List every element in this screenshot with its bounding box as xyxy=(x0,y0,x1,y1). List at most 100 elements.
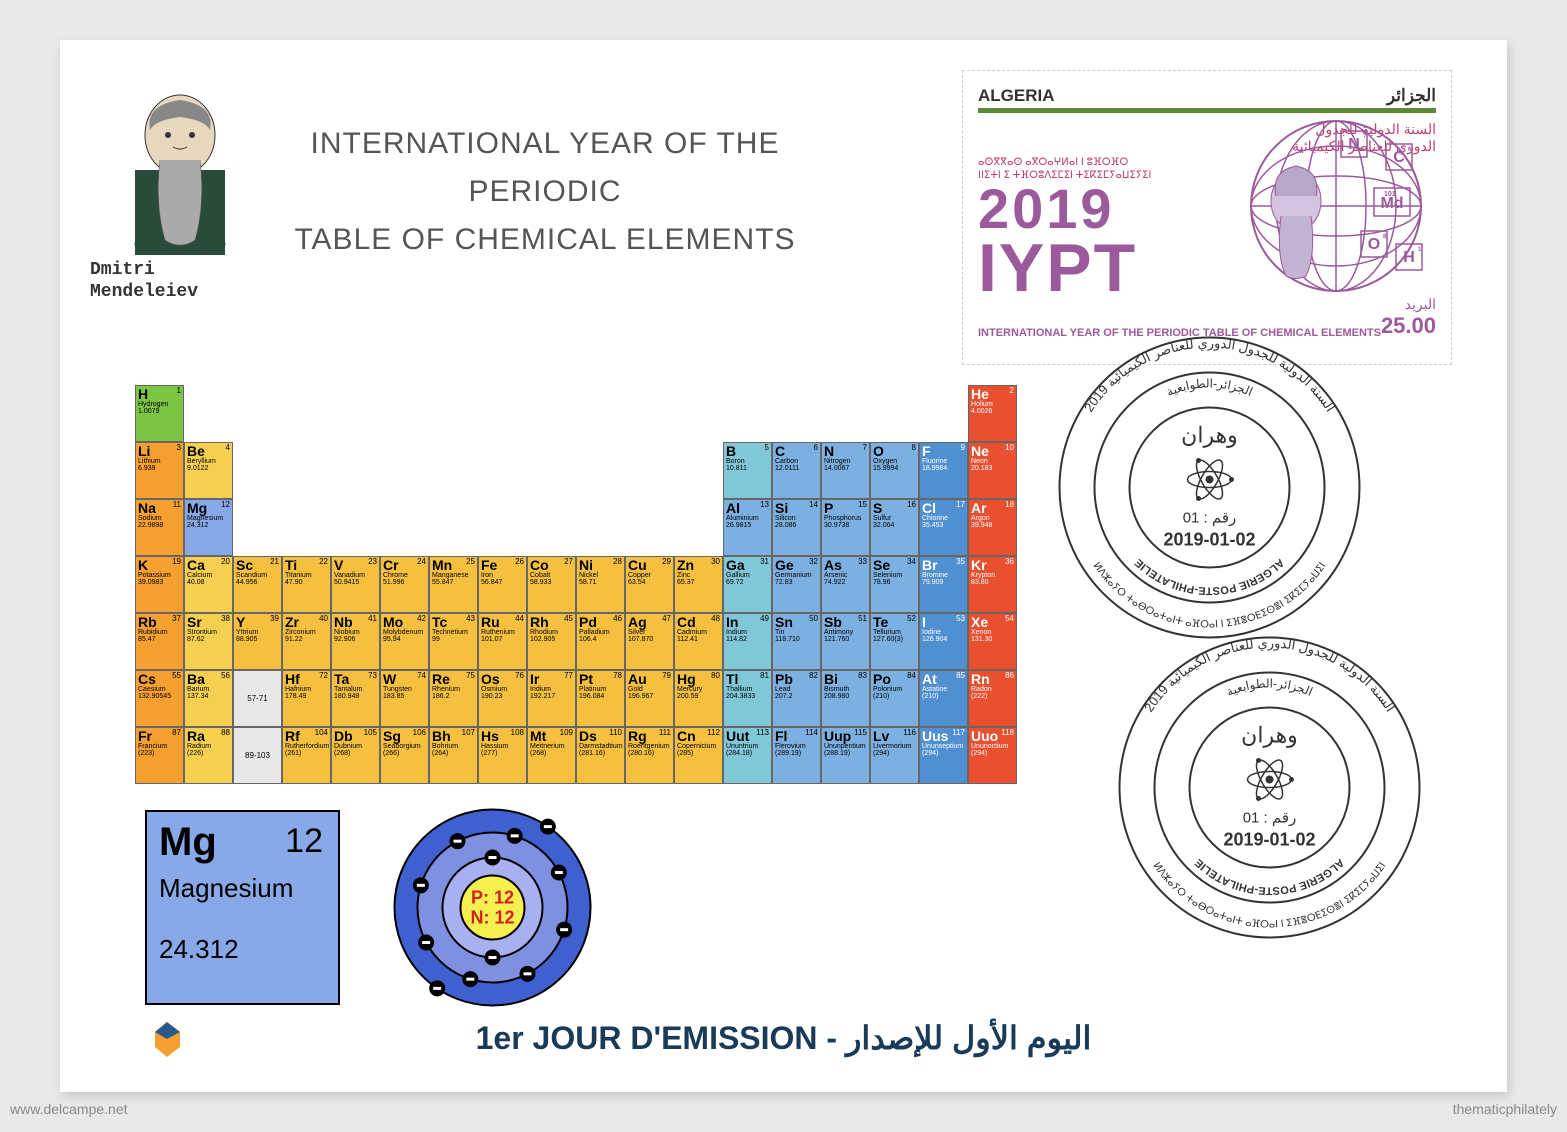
element-Uus: Uus117Ununseptium(294) xyxy=(919,727,968,784)
svg-text:ALGERIE POSTE-PHILATELIE: ALGERIE POSTE-PHILATELIE xyxy=(1133,556,1286,596)
svg-text:ALGERIE POSTE-PHILATELIE: ALGERIE POSTE-PHILATELIE xyxy=(1193,856,1346,896)
element-H: H1Hydrogen1.0079 xyxy=(135,385,184,442)
element-Cr: Cr24Chrome51.996 xyxy=(380,556,429,613)
element-Br: Br35Bromine79.909 xyxy=(919,556,968,613)
element-Ds: Ds110Darmstadtium(281.16) xyxy=(576,727,625,784)
svg-text:O: O xyxy=(1368,236,1380,253)
element-Re: Re75Rhenium186.2 xyxy=(429,670,478,727)
featured-element: Mg 12 Magnesium 24.312 xyxy=(145,810,340,1005)
element-Ge: Ge32Germanium72.83 xyxy=(772,556,821,613)
periodic-table: H1Hydrogen1.0079 He2Holium4.0026 Li3Lithiu… xyxy=(135,385,1017,784)
postmark-1: 2019 السنة الدولية للجدول الدوري للعناصر… xyxy=(1052,330,1367,645)
element-Cu: Cu29Copper63.54 xyxy=(625,556,674,613)
element-Sb: Sb51Antimony121.760 xyxy=(821,613,870,670)
main-title: INTERNATIONAL YEAR OF THE PERIODIC TABLE… xyxy=(285,120,805,264)
element-Ar: Ar18Argon39.948 xyxy=(968,499,1017,556)
element-Cs: Cs55Caesium132.90545 xyxy=(135,670,184,727)
element-Te: Te52Tellurium127.60(3) xyxy=(870,613,919,670)
element-W: W74Tungsten183.85 xyxy=(380,670,429,727)
element-Ag: Ag47Silver107.870 xyxy=(625,613,674,670)
element-Co: Co27Cobalt58.933 xyxy=(527,556,576,613)
element-At: At85Astatine(210) xyxy=(919,670,968,727)
element-Rg: Rg111Roentgenium(280.16) xyxy=(625,727,674,784)
element-Pb: Pb82Lead207.2 xyxy=(772,670,821,727)
element-Li: Li3Lithium6.939 xyxy=(135,442,184,499)
mendeleev-portrait xyxy=(105,85,255,255)
element-Uup: Uup115Ununpentium(288.19) xyxy=(821,727,870,784)
element-In: In49Indium114.82 xyxy=(723,613,772,670)
element-Y: Y39Yttrium88.905 xyxy=(233,613,282,670)
envelope: Dmitri Mendeleiev INTERNATIONAL YEAR OF … xyxy=(60,40,1507,1092)
svg-text:وهران: وهران xyxy=(1181,423,1238,449)
element-Db: Db105Dubnium(268) xyxy=(331,727,380,784)
svg-text:رقم : 01: رقم : 01 xyxy=(1243,810,1297,827)
svg-text:C: C xyxy=(1393,149,1405,166)
feature-number: 12 xyxy=(285,822,323,861)
element-Rf: Rf104Rutherfordium(261) xyxy=(282,727,331,784)
element-Pt: Pt78Platinum196.084 xyxy=(576,670,625,727)
element-V: V23Vanadium50.9415 xyxy=(331,556,380,613)
element-F: F9Fluorine18.9984 xyxy=(919,442,968,499)
ptable-range: 89-103 xyxy=(233,727,282,784)
element-Ba: Ba56Barium137.34 xyxy=(184,670,233,727)
svg-text:الجزائر-الطوابعية: الجزائر-الطوابعية xyxy=(1164,376,1254,399)
element-Tl: Tl81Thallium204.3833 xyxy=(723,670,772,727)
element-O: O8Oxygen15.9994 xyxy=(870,442,919,499)
element-Hf: Hf72Hafnium178.49 xyxy=(282,670,331,727)
element-Ni: Ni28Nickel58.71 xyxy=(576,556,625,613)
element-K: K19Potassium39.0983 xyxy=(135,556,184,613)
element-Hg: Hg80Mercury200.59 xyxy=(674,670,723,727)
element-Ti: Ti22Titanium47.90 xyxy=(282,556,331,613)
watermark-left: www.delcampe.net xyxy=(10,1101,128,1117)
element-Cl: Cl17Chlorine35.453 xyxy=(919,499,968,556)
element-N: N7Nitrogen14.0067 xyxy=(821,442,870,499)
element-Mo: Mo42Molybdenum95.94 xyxy=(380,613,429,670)
element-Mn: Mn25Manganese55.847 xyxy=(429,556,478,613)
element-Rh: Rh45Rhodium102.905 xyxy=(527,613,576,670)
element-Ra: Ra88Radium(226) xyxy=(184,727,233,784)
stamp-country-en: ALGERIA xyxy=(978,86,1055,106)
svg-text:2019-01-02: 2019-01-02 xyxy=(1223,830,1315,850)
element-Be: Be4Beryllium9.0122 xyxy=(184,442,233,499)
element-Bh: Bh107Bohrium(264) xyxy=(429,727,478,784)
element-Kr: Kr36Krypton83.80 xyxy=(968,556,1017,613)
element-I: I53Iodine126.904 xyxy=(919,613,968,670)
stamp-price: 25.00 xyxy=(1381,313,1436,339)
element-Sn: Sn50Tin118.710 xyxy=(772,613,821,670)
element-Os: Os76Osmium190.23 xyxy=(478,670,527,727)
svg-text:رقم : 01: رقم : 01 xyxy=(1183,510,1237,527)
stamp-post-ar: البريد xyxy=(1381,296,1436,313)
atom-diagram: P: 12N: 12 xyxy=(390,805,595,1010)
svg-text:2019-01-02: 2019-01-02 xyxy=(1163,530,1255,550)
stamp: ALGERIA الجزائر السنة الدولية للجدول الد… xyxy=(962,70,1452,365)
stamp-green-bar xyxy=(978,108,1436,113)
element-Fl: Fl114Flerovium(289.19) xyxy=(772,727,821,784)
svg-text:N: N xyxy=(1348,136,1360,153)
element-Fr: Fr87Francium(223) xyxy=(135,727,184,784)
element-Tc: Tc43Technetium99 xyxy=(429,613,478,670)
element-Sg: Sg106Seaborgium(266) xyxy=(380,727,429,784)
element-He: He2Holium4.0026 xyxy=(968,385,1017,442)
element-Sr: Sr38Strontium87.62 xyxy=(184,613,233,670)
element-Sc: Sc21Scandium44.956 xyxy=(233,556,282,613)
svg-text:2019 السنة الدولية للجدول الدو: 2019 السنة الدولية للجدول الدوري للعناصر… xyxy=(1141,635,1398,714)
svg-text:N: 12: N: 12 xyxy=(470,908,514,928)
element-As: As33Arsenic74.922 xyxy=(821,556,870,613)
svg-text:H: H xyxy=(1403,249,1415,266)
svg-text:الجزائر-الطوابعية: الجزائر-الطوابعية xyxy=(1224,676,1314,699)
feature-weight: 24.312 xyxy=(159,934,326,965)
portrait-name: Dmitri Mendeleiev xyxy=(90,260,198,303)
element-Cd: Cd48Cadmium112.41 xyxy=(674,613,723,670)
element-Uuo: Uuo118Ununoctium(294) xyxy=(968,727,1017,784)
element-C: C6Carbon12.0111 xyxy=(772,442,821,499)
element-Si: Si14Silicon28.086 xyxy=(772,499,821,556)
ptable-range: 57-71 xyxy=(233,670,282,727)
feature-symbol: Mg xyxy=(159,820,217,864)
element-Cn: Cn112Copernicium(285) xyxy=(674,727,723,784)
element-Ne: Ne10Neon20.183 xyxy=(968,442,1017,499)
element-Ga: Ga31Gallium69.72 xyxy=(723,556,772,613)
element-Ta: Ta73Tantalum180.948 xyxy=(331,670,380,727)
element-Se: Se34Selenium78.96 xyxy=(870,556,919,613)
element-Mt: Mt109Meitnerium(268) xyxy=(527,727,576,784)
element-Xe: Xe54Xenon131.30 xyxy=(968,613,1017,670)
